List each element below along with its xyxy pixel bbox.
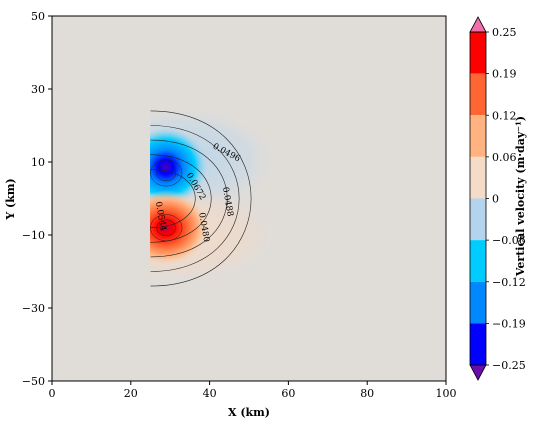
y-tick-label: 30 (31, 83, 45, 96)
y-tick-label: −50 (22, 375, 45, 388)
colorbar-tick-label: 0 (492, 193, 499, 206)
y-axis-title: Y (km) (4, 178, 17, 220)
colorbar-label: Vertical velocity (m·day⁻¹) (514, 116, 527, 277)
x-tick-label: 40 (203, 387, 217, 400)
negative-core (150, 127, 212, 207)
colorbar-tick-label: −0.19 (492, 317, 526, 330)
plot-frame (51, 15, 447, 382)
colorbar-tick-label: 0.12 (492, 109, 517, 122)
y-tick-label: 10 (31, 156, 45, 169)
colorbar-tick-label: 0.06 (492, 151, 517, 164)
contour-line (150, 214, 183, 242)
x-axis-title: X (km) (228, 406, 270, 419)
contour-line (156, 219, 176, 236)
colorbar-segment (470, 115, 486, 157)
colorbar-segment (470, 240, 486, 282)
contour-line (150, 159, 183, 187)
colorbar-under-extension (469, 364, 487, 381)
y-tick-label: −30 (22, 302, 45, 315)
x-axis: 0 20 40 60 80 100 (49, 381, 457, 400)
colorbar-segment (470, 156, 486, 199)
velocity-field (150, 105, 280, 285)
colorbar-segment (470, 32, 486, 74)
colorbar-segment (470, 323, 486, 365)
colorbar: 0.25 0.19 0.12 0.06 0 −0.06 −0.12 −0.19 −0.25 (469, 16, 526, 381)
contour-line (150, 154, 212, 243)
colorbar-tick-label: 0.19 (492, 68, 517, 81)
colorbar-over-extension (469, 16, 487, 33)
x-tick-label: 80 (360, 387, 374, 400)
contour-line (150, 169, 196, 228)
colorbar-segment (470, 198, 486, 241)
y-tick-label: 50 (31, 10, 45, 23)
colorbar-tick-label: 0.25 (492, 26, 517, 39)
colorbar-segment (470, 73, 486, 116)
colorbar-segment (470, 281, 486, 324)
colorbar-tick-label: −0.25 (492, 359, 526, 372)
x-tick-label: 60 (281, 387, 295, 400)
colorbar-tick-label: −0.12 (492, 276, 526, 289)
contour-line (150, 110, 252, 287)
x-tick-label: 0 (49, 387, 56, 400)
y-tick-label: −10 (22, 229, 45, 242)
colorbar-tick-label: −0.06 (492, 234, 526, 247)
contour-line (156, 164, 176, 182)
x-tick-label: 100 (436, 387, 457, 400)
x-tick-label: 20 (124, 387, 138, 400)
y-axis: −50 −30 −10 10 30 50 (22, 10, 52, 388)
